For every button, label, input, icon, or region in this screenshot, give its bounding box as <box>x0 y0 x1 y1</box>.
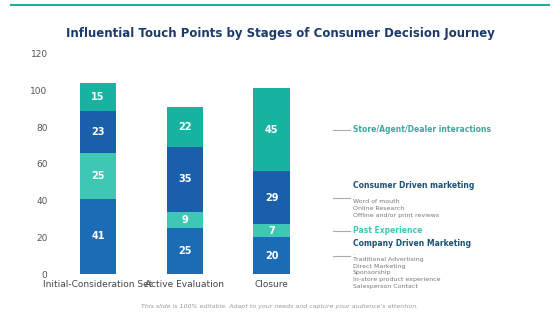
Bar <box>253 237 290 274</box>
Text: Company Driven Marketing: Company Driven Marketing <box>353 239 471 248</box>
Bar <box>253 171 290 224</box>
Text: 45: 45 <box>265 125 278 135</box>
Bar <box>80 199 116 274</box>
Bar <box>80 153 116 199</box>
Bar <box>166 228 203 274</box>
Text: Past Experience: Past Experience <box>353 226 422 235</box>
Text: ·: · <box>352 125 354 134</box>
Text: ·: · <box>352 251 354 260</box>
Text: 41: 41 <box>91 232 105 241</box>
Text: Word of mouth
Online Research
Offline and/or print reviews: Word of mouth Online Research Offline an… <box>353 199 439 218</box>
Text: Store/Agent/Dealer interactions: Store/Agent/Dealer interactions <box>353 125 491 134</box>
Bar <box>253 89 290 171</box>
Text: ·: · <box>352 193 354 202</box>
Text: 20: 20 <box>265 251 278 261</box>
Text: This slide is 100% editable. Adapt to your needs and capture your audience's att: This slide is 100% editable. Adapt to yo… <box>141 304 419 309</box>
Text: 25: 25 <box>91 171 105 181</box>
Bar <box>166 147 203 212</box>
Text: Influential Touch Points by Stages of Consumer Decision Journey: Influential Touch Points by Stages of Co… <box>66 27 494 40</box>
Bar <box>253 224 290 237</box>
Bar <box>166 107 203 147</box>
Text: 9: 9 <box>181 215 188 225</box>
Text: 35: 35 <box>178 175 192 184</box>
Bar <box>166 212 203 228</box>
Text: 22: 22 <box>178 122 192 132</box>
Text: 15: 15 <box>91 92 105 102</box>
Text: 7: 7 <box>268 226 275 236</box>
Text: 29: 29 <box>265 193 278 203</box>
Bar <box>80 83 116 111</box>
Text: 23: 23 <box>91 127 105 137</box>
Text: Consumer Driven marketing: Consumer Driven marketing <box>353 181 474 190</box>
Bar <box>80 111 116 153</box>
Text: ·: · <box>352 226 354 235</box>
Text: Traditional Advertising
Direct Marketing
Sponsorship
In-store product experience: Traditional Advertising Direct Marketing… <box>353 257 440 289</box>
Text: 25: 25 <box>178 246 192 256</box>
